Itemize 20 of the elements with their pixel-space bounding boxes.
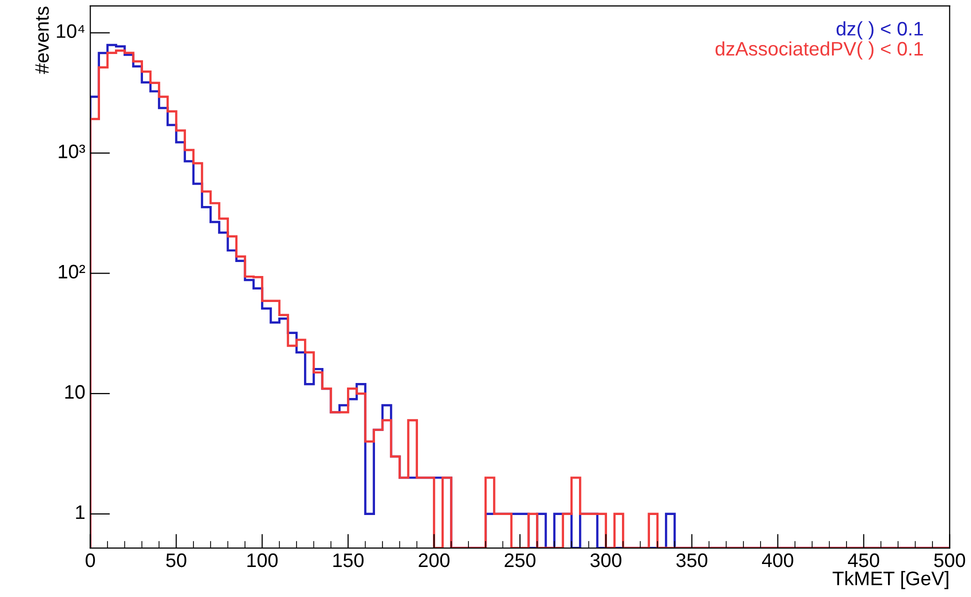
x-tick-label: 250 [504, 553, 536, 568]
x-tick-label: 500 [934, 553, 966, 568]
y-tick-label: 10³ [58, 144, 86, 158]
y-tick-label: 10² [58, 264, 86, 279]
x-tick-label: 400 [762, 553, 794, 568]
x-tick-label: 300 [590, 553, 622, 568]
x-tick-label: 450 [848, 553, 880, 568]
y-tick-label: 1 [76, 506, 84, 519]
x-tick-label: 350 [676, 553, 708, 568]
x-tick-label: 50 [166, 553, 186, 568]
y-tick-label: 10 [65, 385, 85, 399]
text: dzAssociatedPV( ) < 0.1 [716, 41, 923, 60]
x-tick-label: 200 [418, 553, 450, 568]
y-tick-label: 10⁴ [56, 24, 84, 38]
x-tick-label: 100 [247, 553, 278, 568]
text: dz( ) < 0.1 [836, 21, 923, 40]
x-tick-label: 0 [86, 553, 95, 568]
y-axis-title: #events [35, 6, 49, 74]
x-axis-title: TkMET [GeV] [832, 571, 948, 590]
x-tick-label: 150 [333, 553, 364, 568]
